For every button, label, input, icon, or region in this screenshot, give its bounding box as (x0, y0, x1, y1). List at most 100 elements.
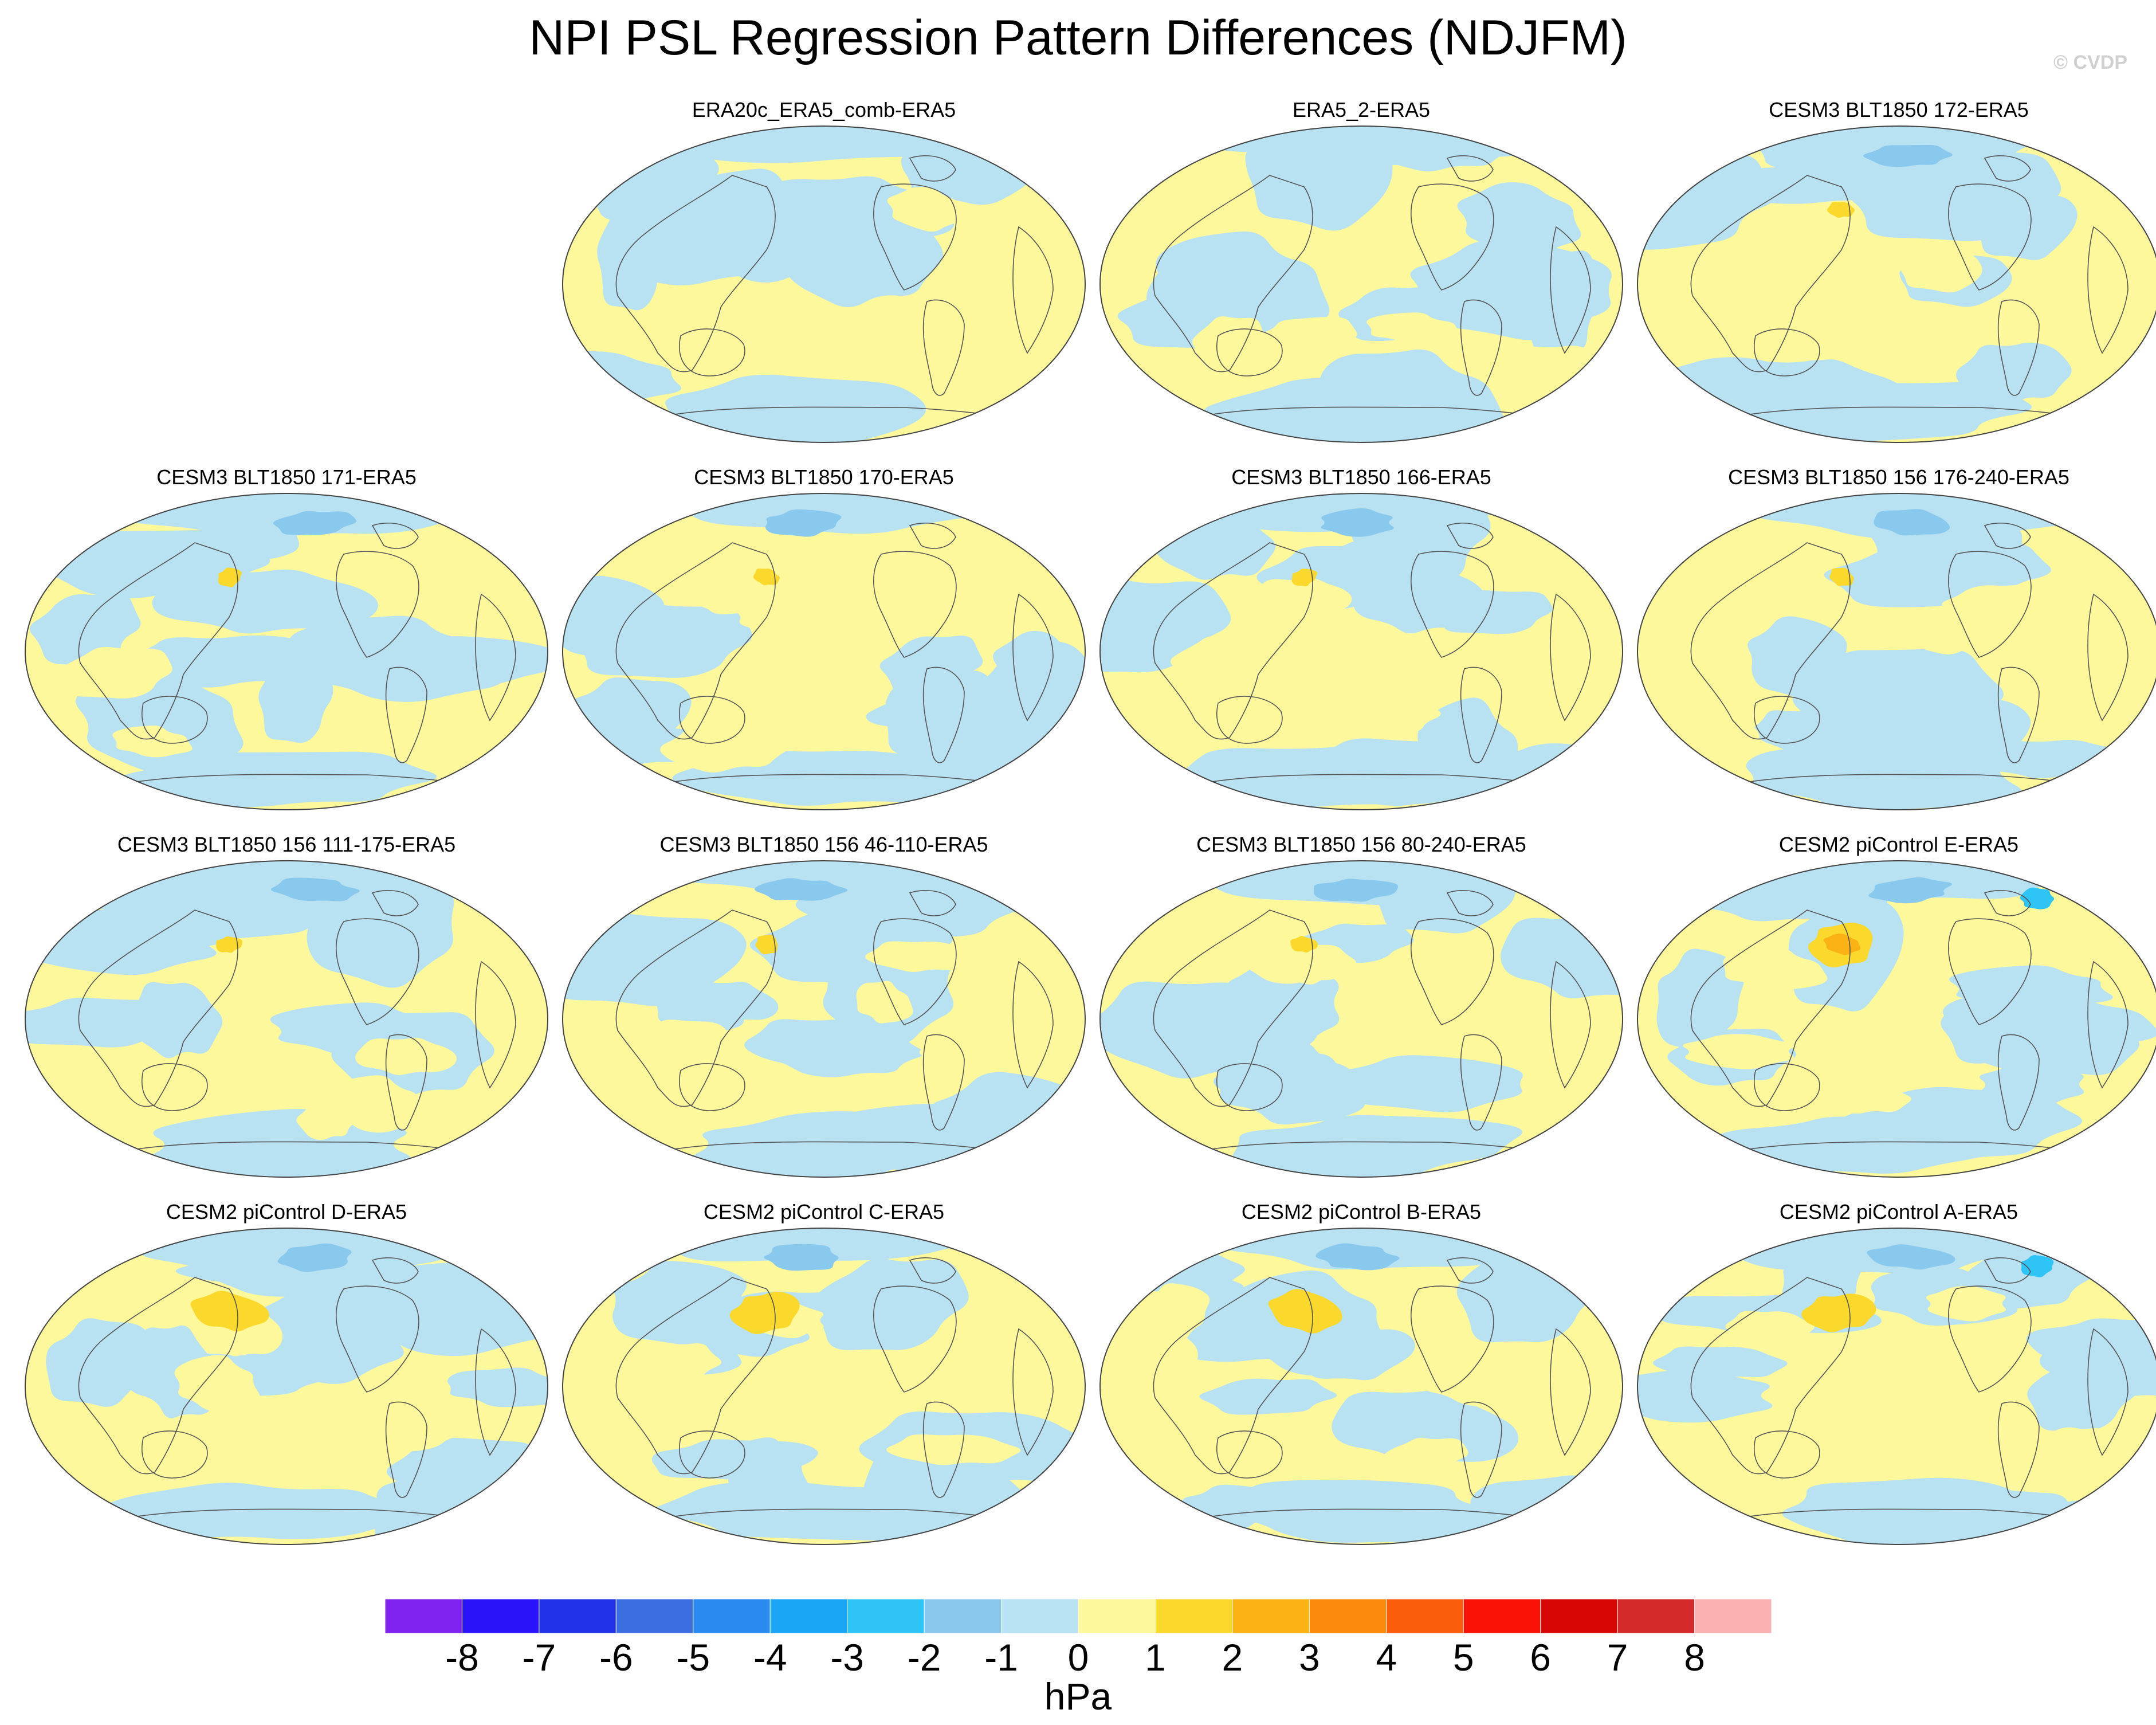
panel-title: CESM2 piControl A-ERA5 (1779, 1200, 2018, 1224)
positive-anomaly-region (1384, 1437, 1468, 1473)
coastline (1216, 1430, 1283, 1479)
figure-title: NPI PSL Regression Pattern Differences (… (529, 10, 1627, 65)
positive-anomaly-region (355, 1037, 457, 1075)
negative-anomaly-region (1187, 126, 1546, 166)
positive-anomaly-region (1762, 259, 1844, 307)
negative-anomaly-region (665, 374, 926, 442)
coastline (922, 667, 965, 763)
coastline (1460, 299, 1502, 396)
coastline (615, 909, 776, 1107)
coastline (873, 918, 957, 1025)
strong-negative-anomaly (273, 511, 356, 535)
negative-anomaly-region (612, 1261, 747, 1346)
colorbar-swatch (1694, 1599, 1772, 1633)
colorbar-tick-label: -8 (445, 1636, 479, 1679)
map-outline (1099, 860, 1623, 1178)
colorbar-swatch (693, 1599, 771, 1633)
negative-anomaly-region (120, 751, 437, 807)
colorbar-units: hPa (1044, 1675, 1112, 1718)
map-outline (1637, 860, 2156, 1178)
coastline (1690, 1277, 1851, 1475)
colorbar-tick-label: 7 (1607, 1636, 1628, 1679)
coastline (1550, 1328, 1591, 1456)
map-outline (1099, 493, 1623, 810)
panel-title: CESM3 BLT1850 170-ERA5 (694, 465, 954, 489)
coastline (1997, 299, 2040, 396)
coastline (1690, 909, 1851, 1107)
coastline (336, 918, 419, 1025)
map-outline (1099, 1228, 1623, 1545)
positive-anomaly-region (865, 941, 979, 972)
strong-negative-anomaly (1874, 509, 1950, 536)
negative-anomaly-region (1100, 580, 1231, 673)
map-panel-svg (1099, 126, 1623, 443)
coastline (371, 889, 419, 916)
panel-title: CESM3 BLT1850 166-ERA5 (1231, 465, 1491, 489)
negative-anomaly-region (1753, 710, 1845, 751)
map-outline (562, 1228, 1086, 1545)
negative-anomaly-region (447, 1367, 548, 1408)
map-panel: CESM3 BLT1850 156 111-175-ERA5 (17, 832, 556, 1199)
map-panel-svg (1637, 1228, 2156, 1545)
coastline (1460, 1401, 1502, 1498)
map-panel: ERA5_2-ERA5 (1092, 97, 1631, 464)
negative-anomaly-region (1739, 493, 2076, 541)
negative-anomaly-region (140, 1228, 447, 1283)
map-panel-svg (1637, 860, 2156, 1178)
positive-anomaly-region (919, 1032, 1019, 1072)
map-panel-svg (562, 126, 1086, 443)
negative-anomaly-region (1500, 916, 1623, 999)
colorbar-swatch (1540, 1599, 1618, 1633)
positive-anomaly-centre (218, 567, 242, 587)
coastline (1948, 183, 2032, 291)
coastline (1446, 522, 1494, 549)
coastline (873, 183, 957, 291)
colorbar-swatch (461, 1599, 540, 1633)
positive-anomaly-region (378, 565, 464, 592)
colorbar-tick-label: -2 (907, 1636, 941, 1679)
coastline (1690, 175, 1851, 373)
map-panel-svg (562, 493, 1086, 810)
coastline (475, 960, 516, 1089)
coastline (1216, 1063, 1283, 1111)
positive-anomaly-region (1723, 948, 1828, 991)
positive-anomaly-region (856, 981, 913, 1024)
colorbar-swatch (385, 1599, 462, 1633)
positive-anomaly-region (1366, 312, 1462, 344)
coastline (1984, 889, 2031, 916)
positive-anomaly-region (1900, 248, 1982, 293)
positive-anomaly-centre (1829, 567, 1854, 586)
coastline (1153, 542, 1313, 740)
coastline (909, 155, 956, 182)
coastline (1754, 328, 1820, 377)
colorbar-tick-labels: -8 -7 -6 -5 -4 -3 -2 -1 0 1 2 3 4 5 6 7 8 (0, 1634, 2156, 1680)
strong-negative-anomaly (2021, 1255, 2054, 1277)
colorbar-swatch (1463, 1599, 1541, 1633)
map-panel: CESM3 BLT1850 171-ERA5 (17, 465, 556, 832)
map-panel: CESM2 piControl C-ERA5 (555, 1199, 1093, 1566)
positive-anomaly-centre (1827, 202, 1855, 218)
colorbar-tick-label: 3 (1298, 1636, 1320, 1679)
coastline (1754, 1430, 1820, 1479)
coastline (1216, 696, 1283, 744)
negative-anomaly-region (1332, 1390, 1519, 1465)
colorbar-tick-label: 6 (1530, 1636, 1552, 1679)
colorbar-tick-label: 8 (1684, 1636, 1705, 1679)
positive-anomaly-region (1141, 1283, 1210, 1342)
positive-anomaly-region (1334, 696, 1441, 735)
panel-title: CESM2 piControl B-ERA5 (1241, 1200, 1482, 1224)
coastline (909, 1257, 956, 1284)
negative-anomaly-region (1457, 182, 1581, 258)
colorbar-tick-label: -3 (830, 1636, 864, 1679)
positive-anomaly-centre (1268, 1289, 1342, 1334)
coastline (1754, 696, 1820, 744)
negative-anomaly-region (1739, 126, 2064, 174)
positive-anomaly-region (1885, 1407, 2013, 1464)
map-panel: CESM2 piControl A-ERA5 (1629, 1199, 2156, 1566)
negative-anomaly-region (1699, 167, 1936, 204)
coastline (615, 542, 776, 740)
positive-anomaly-region (58, 646, 172, 699)
positive-anomaly-region (965, 1316, 1046, 1357)
coastline (1550, 226, 1591, 354)
positive-anomaly-region (918, 292, 1036, 337)
